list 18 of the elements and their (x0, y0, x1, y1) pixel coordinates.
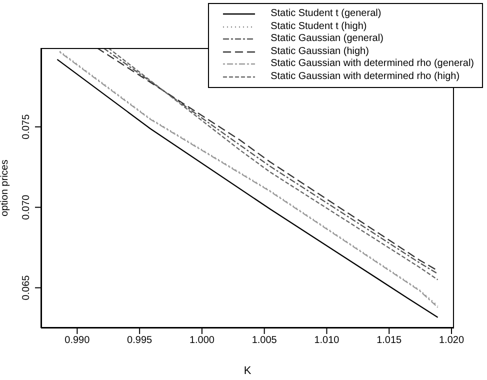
x-tick-label: 0.990 (64, 335, 90, 346)
x-tick-label: 1.015 (376, 335, 402, 346)
x-tick-label: 1.000 (189, 335, 215, 346)
legend-label: Static Gaussian (high) (270, 46, 369, 58)
x-tick-label: 1.020 (438, 335, 464, 346)
legend-label: Static Gaussian with determined rho (general) (270, 58, 474, 70)
legend-label: Static Student t (high) (270, 20, 367, 33)
x-tick-label: 0.995 (127, 335, 153, 346)
legend-label: Static Gaussian with determined rho (high) (270, 70, 460, 83)
legend-label: Static Student t (general) (270, 8, 382, 20)
y-tick-label: 0.070 (21, 194, 32, 220)
x-tick-label: 1.005 (252, 335, 278, 346)
y-tick-label: 0.065 (21, 274, 32, 300)
legend-label: Static Gaussian (general) (270, 33, 384, 46)
x-tick-label: 1.010 (314, 335, 340, 346)
x-axis-title: K (244, 365, 252, 377)
y-tick-label: 0.075 (21, 114, 32, 140)
y-axis-title: option prices (0, 160, 11, 216)
